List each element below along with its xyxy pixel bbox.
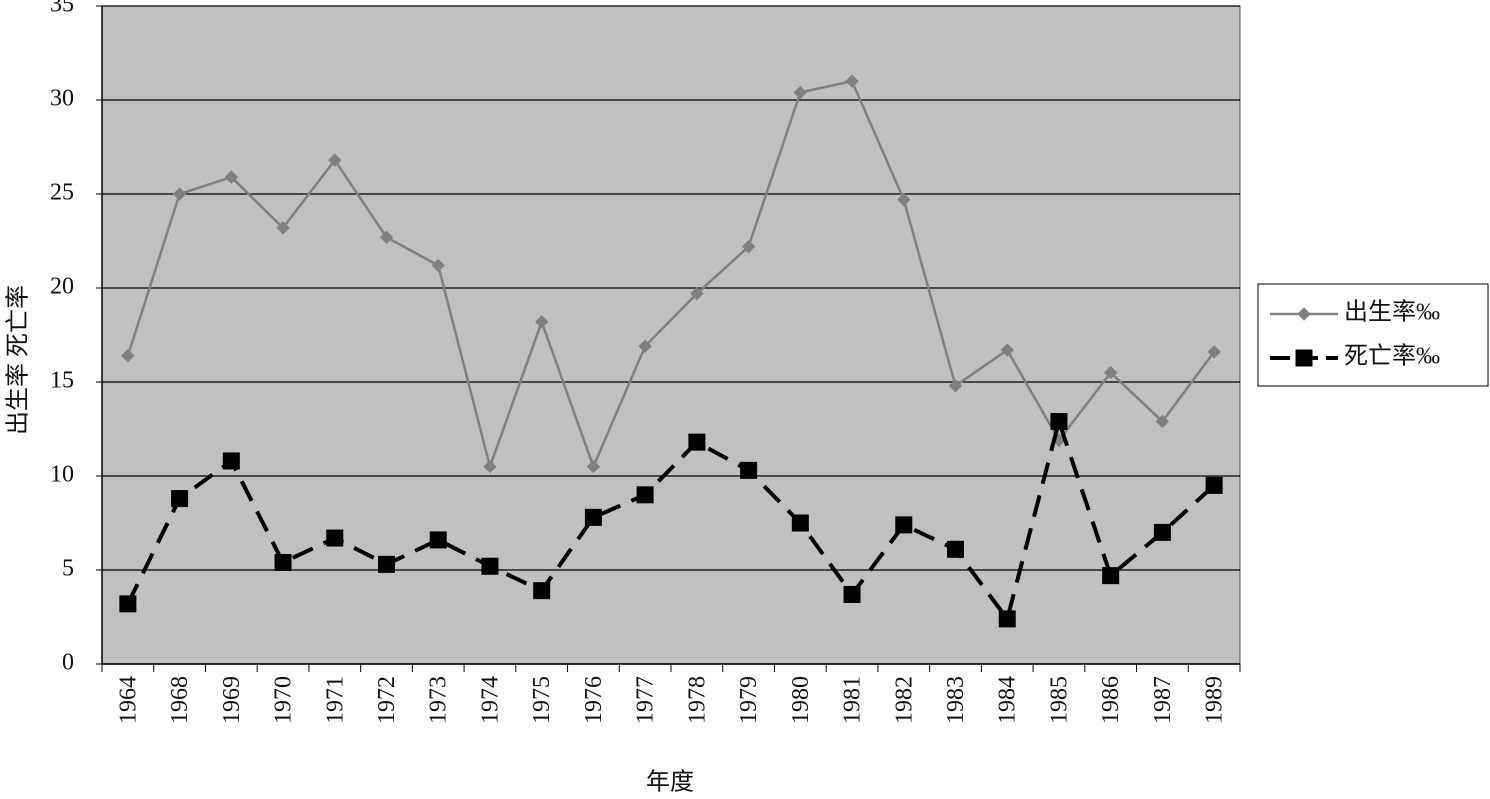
- y-tick-label: 10: [50, 462, 74, 488]
- data-point: [1103, 365, 1118, 380]
- x-tick-label: 1975: [529, 676, 555, 724]
- data-point: [483, 459, 497, 474]
- x-tick-label: 1978: [684, 676, 710, 724]
- data-point: [638, 339, 652, 353]
- x-tick-label: 1973: [426, 676, 452, 724]
- x-tick-label: 1964: [115, 676, 141, 724]
- x-tick-label: 1985: [1046, 676, 1072, 724]
- data-point: [1205, 476, 1223, 494]
- x-tick-label: 1977: [633, 676, 659, 724]
- data-point: [1102, 567, 1120, 585]
- x-tick-label: 1979: [736, 676, 762, 724]
- data-point: [274, 553, 292, 571]
- x-tick-label: 1970: [271, 676, 297, 724]
- y-tick-label: 5: [62, 556, 74, 582]
- data-point: [379, 230, 394, 244]
- data-point: [171, 490, 189, 508]
- y-tick-label: 30: [50, 86, 74, 112]
- data-point: [378, 555, 395, 573]
- x-tick-label: 1976: [581, 676, 607, 724]
- data-point: [172, 187, 187, 201]
- x-tick-label: 1981: [840, 676, 866, 724]
- data-point: [793, 85, 808, 100]
- x-tick-label: 1987: [1150, 676, 1176, 724]
- data-point: [843, 585, 861, 603]
- data-point: [121, 348, 135, 363]
- y-axis-label: 出生率 死亡率: [5, 285, 32, 435]
- data-point: [636, 486, 654, 504]
- x-tick-label: 1983: [943, 676, 969, 724]
- x-tick-label: 1980: [788, 676, 814, 724]
- legend-marker: [1295, 349, 1313, 367]
- x-axis-label: 年度: [646, 769, 694, 796]
- y-tick-label: 0: [62, 650, 74, 676]
- data-point: [740, 461, 758, 479]
- data-point: [534, 315, 549, 329]
- data-point: [895, 516, 913, 534]
- x-tick-label: 1984: [995, 676, 1021, 724]
- data-point: [741, 239, 756, 254]
- y-tick-label: 20: [50, 274, 74, 300]
- data-point: [224, 170, 239, 184]
- data-point: [584, 508, 602, 526]
- legend-label: 死亡率‰: [1344, 343, 1440, 370]
- data-point: [326, 529, 344, 547]
- data-point: [791, 514, 809, 532]
- plot-area: [101, 5, 1241, 665]
- data-point: [586, 459, 601, 474]
- data-point: [222, 452, 240, 470]
- x-tick-label: 1982: [891, 676, 917, 724]
- series-line: [126, 414, 1216, 624]
- data-point: [429, 531, 447, 549]
- data-point: [690, 286, 704, 301]
- legend-marker: [1297, 307, 1311, 321]
- legend-label: 出生率‰: [1344, 299, 1440, 326]
- y-tick-label: 25: [50, 180, 74, 206]
- x-tick-label: 1989: [1202, 676, 1228, 724]
- x-tick-label: 1971: [322, 676, 348, 724]
- data-point: [1155, 414, 1170, 429]
- x-tick-label: 1972: [374, 676, 400, 724]
- data-point: [947, 540, 964, 558]
- data-point: [276, 221, 290, 235]
- x-tick-label: 1986: [1098, 676, 1124, 724]
- data-point: [1207, 345, 1221, 359]
- data-point: [1000, 343, 1014, 357]
- x-tick-label: 1968: [167, 676, 193, 724]
- data-point: [328, 153, 342, 167]
- data-point: [533, 582, 551, 600]
- data-point: [897, 192, 911, 207]
- series-line: [126, 79, 1216, 471]
- data-point: [481, 557, 499, 575]
- data-point: [688, 433, 706, 451]
- data-point: [845, 74, 859, 88]
- y-tick-label: 35: [50, 0, 74, 18]
- x-tick-label: 1974: [477, 676, 503, 724]
- data-point: [431, 258, 445, 273]
- y-tick-label: 15: [50, 368, 74, 394]
- data-point: [1153, 523, 1171, 541]
- legend-box: [1257, 283, 1489, 387]
- data-point: [1050, 412, 1068, 430]
- x-tick-label: 1969: [219, 676, 245, 724]
- data-point: [948, 379, 963, 393]
- data-point: [119, 595, 137, 613]
- data-point: [998, 610, 1016, 628]
